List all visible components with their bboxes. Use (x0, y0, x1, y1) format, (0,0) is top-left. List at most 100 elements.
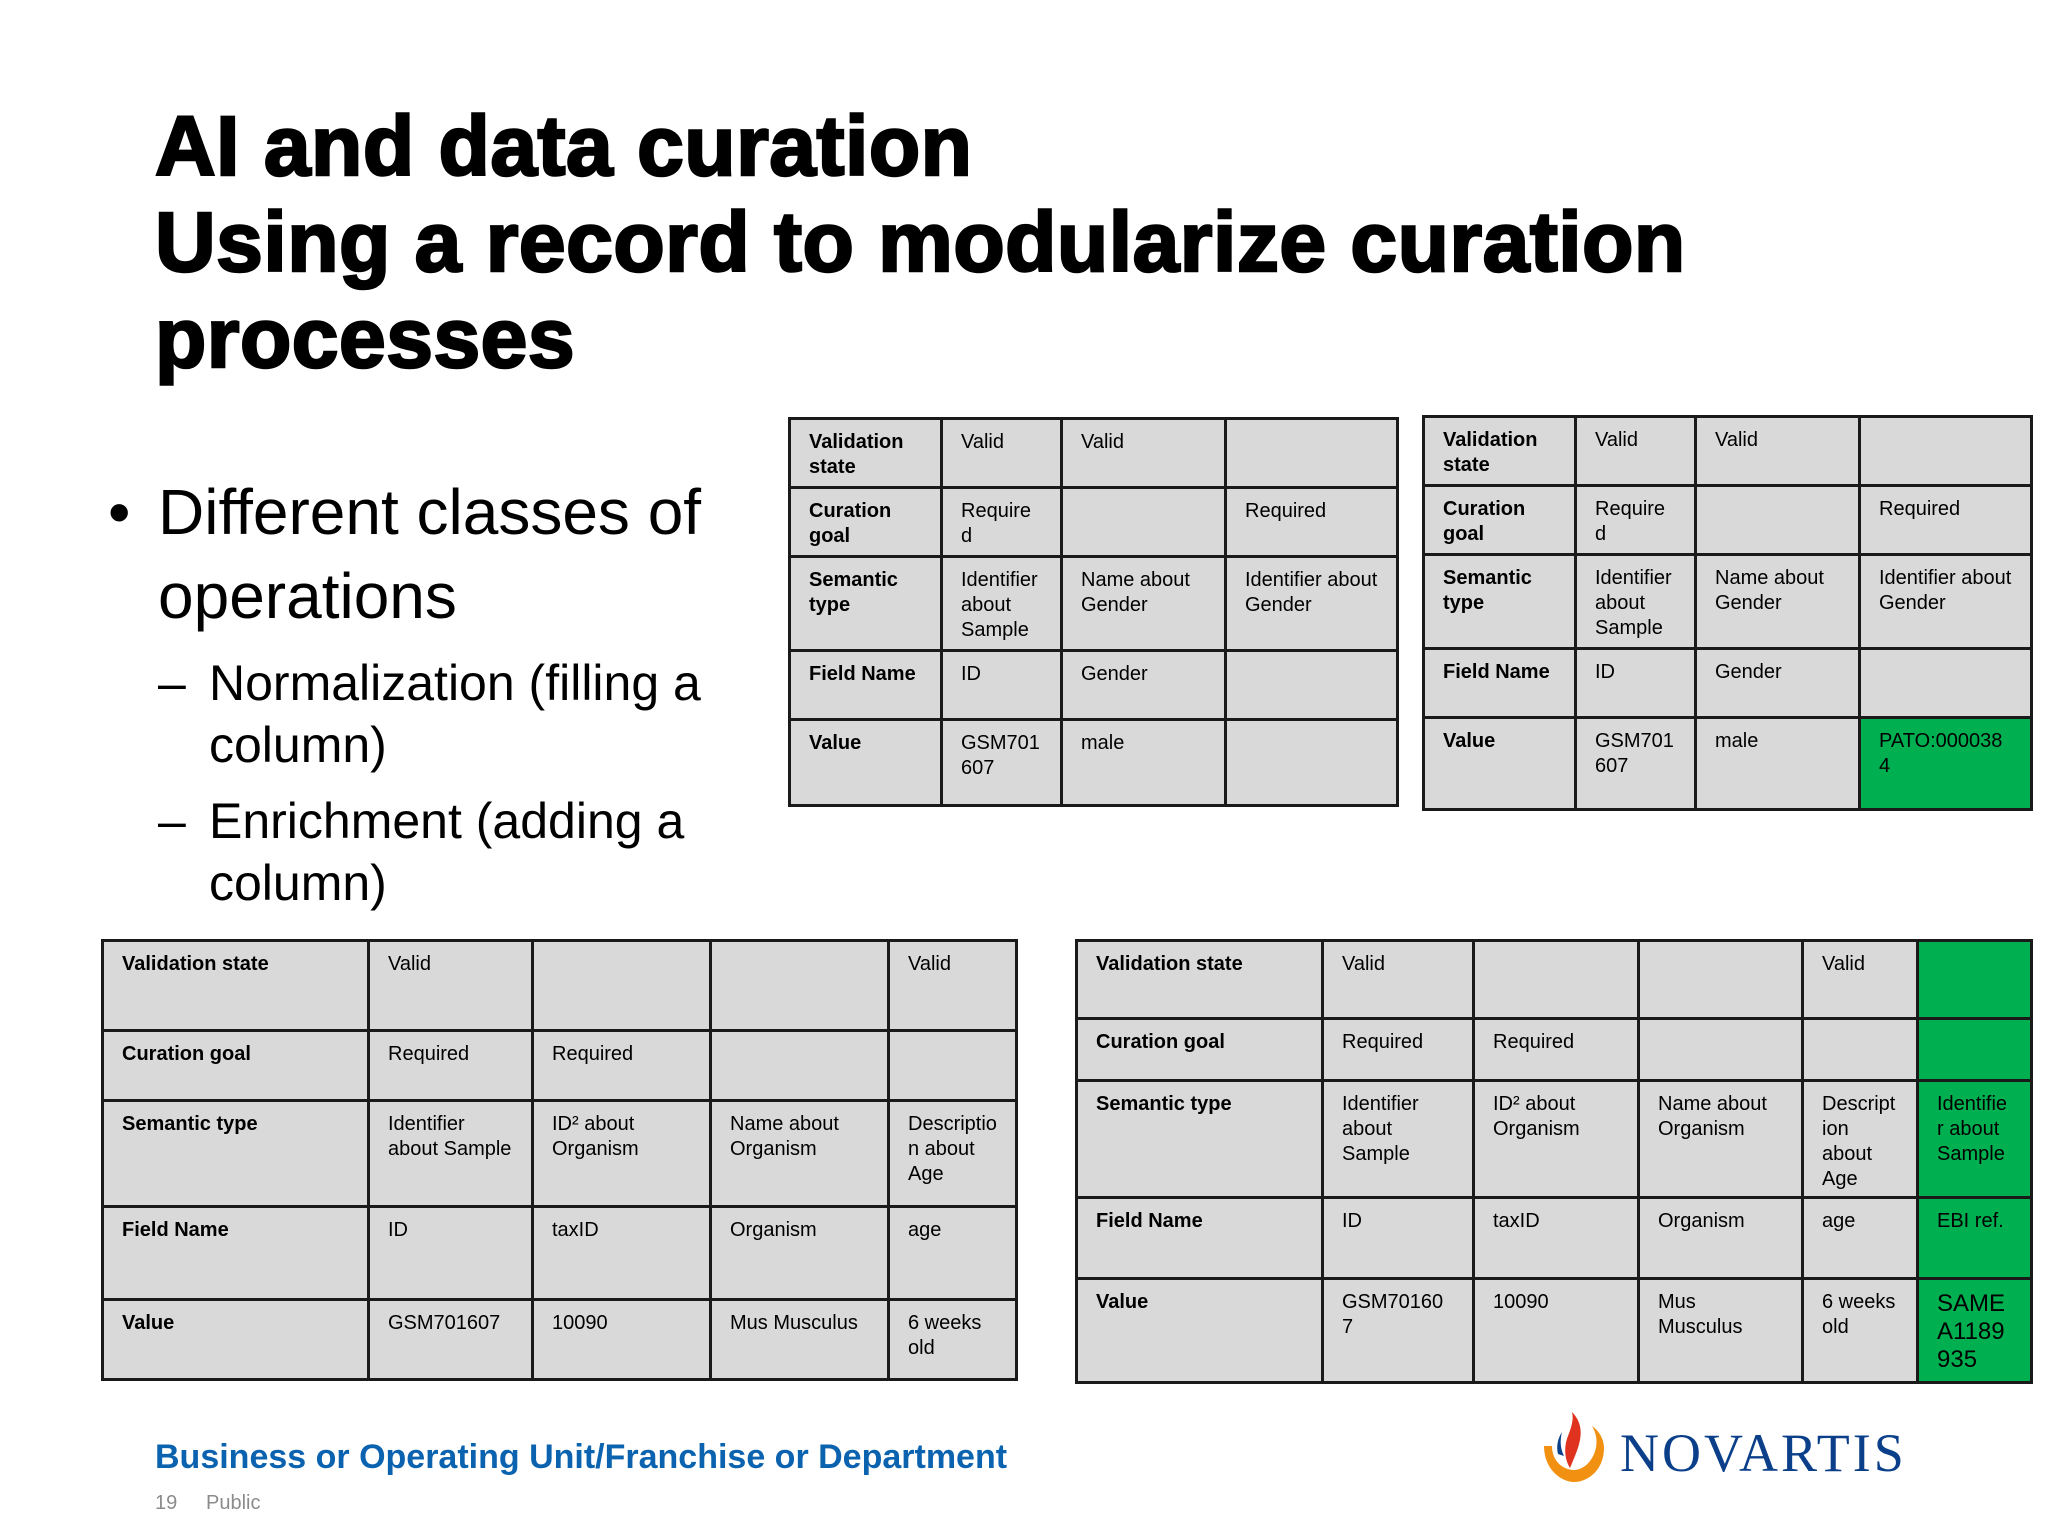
table-cell: Curation goal (101, 1029, 370, 1102)
table-cell: Curation goal (1075, 1017, 1324, 1082)
table-cell: Valid (887, 939, 1018, 1032)
table-cell: Description about Age (887, 1099, 1018, 1208)
table-cell: Semantic type (1422, 553, 1577, 650)
table-cell: Curation goal (788, 486, 943, 558)
table-cell: ID (940, 649, 1063, 721)
table-cell: Name about Organism (1637, 1079, 1804, 1199)
logo-wordmark: NOVARTIS (1620, 1423, 1907, 1483)
table-cell: Organism (709, 1205, 890, 1301)
table-cell (1637, 939, 1804, 1020)
table-cell: Valid (940, 417, 1063, 489)
table-cell: ID² about Organism (531, 1099, 712, 1208)
table-cell: age (887, 1205, 1018, 1301)
table-cell: Valid (1574, 415, 1697, 487)
table-cell: Identifier about Sample (1574, 553, 1697, 650)
table-cell: Name about Organism (709, 1099, 890, 1208)
classification-label: Public (206, 1492, 261, 1514)
table-cell: ID (367, 1205, 534, 1301)
table-cell: Description about Age (1801, 1079, 1919, 1199)
table-cell: Identifier about Gender (1858, 553, 2033, 650)
enriched-cell: Identifier about Sample (1916, 1079, 2033, 1199)
table-cell (1472, 939, 1640, 1020)
table-cell (709, 939, 890, 1032)
table-cell: Valid (367, 939, 534, 1032)
table-cell: Validation state (1075, 939, 1324, 1020)
table-cell: male (1694, 716, 1861, 811)
record-table-bottom-right: Validation state Valid Valid Curation go… (1075, 939, 2033, 1384)
table-cell: male (1060, 718, 1227, 807)
table-cell: Valid (1321, 939, 1475, 1020)
table-cell: 10090 (1472, 1277, 1640, 1384)
bullet-dot-icon: • (108, 476, 131, 548)
table-cell (1637, 1017, 1804, 1082)
table-cell: Required (367, 1029, 534, 1102)
flame-icon (1544, 1412, 1604, 1482)
table-cell: Validation state (101, 939, 370, 1032)
table-cell (1224, 649, 1399, 721)
title-line-3: processes (154, 290, 576, 387)
table-cell (531, 939, 712, 1032)
slide-title: AI and data curation Using a record to m… (154, 98, 2015, 387)
table-cell: age (1801, 1196, 1919, 1280)
table-cell: Field Name (788, 649, 943, 721)
table-cell: Name about Gender (1060, 555, 1227, 652)
record-table-top-left: Validation state Valid Valid Curation go… (788, 417, 1399, 807)
table-cell (1060, 486, 1227, 558)
table-cell: Field Name (101, 1205, 370, 1301)
table-cell: Required (940, 486, 1063, 558)
table-cell: Gender (1060, 649, 1227, 721)
table-cell: Semantic type (101, 1099, 370, 1208)
record-table-top-right: Validation state Valid Valid Curation go… (1422, 415, 2033, 811)
table-cell: Mus Musculus (709, 1298, 890, 1381)
table-cell: Identifier about Sample (367, 1099, 534, 1208)
table-cell: Identifier about Gender (1224, 555, 1399, 652)
sub-bullet-item: – Normalization (filling a column) (108, 652, 768, 776)
table-cell: Required (1858, 484, 2033, 556)
table-cell (1858, 647, 2033, 719)
table-cell: GSM701607 (1321, 1277, 1475, 1384)
table-cell (1858, 415, 2033, 487)
table-cell: ID² about Organism (1472, 1079, 1640, 1199)
table-cell: Valid (1060, 417, 1227, 489)
dash-icon: – (158, 793, 186, 849)
bullet-item: • Different classes of operations (108, 470, 768, 638)
table-cell: GSM701607 (1574, 716, 1697, 811)
sub-bullet-text: Enrichment (adding a column) (209, 793, 685, 911)
table-cell: 10090 (531, 1298, 712, 1381)
table-cell: Required (1224, 486, 1399, 558)
enriched-cell (1916, 939, 2033, 1020)
table-cell: ID (1574, 647, 1697, 719)
enriched-cell: EBI ref. (1916, 1196, 2033, 1280)
table-cell: Value (1075, 1277, 1324, 1384)
table-cell: GSM701607 (940, 718, 1063, 807)
table-cell: Value (788, 718, 943, 807)
dash-icon: – (158, 655, 186, 711)
table-cell (887, 1029, 1018, 1102)
table-cell (1224, 718, 1399, 807)
table-cell: taxID (1472, 1196, 1640, 1280)
table-cell: Curation goal (1422, 484, 1577, 556)
table-cell (709, 1029, 890, 1102)
table-cell: 6 weeks old (1801, 1277, 1919, 1384)
table-cell: ID (1321, 1196, 1475, 1280)
table-cell (1801, 1017, 1919, 1082)
table-cell: Validation state (788, 417, 943, 489)
footer-unit-label: Business or Operating Unit/Franchise or … (155, 1438, 1008, 1476)
title-line-2: Using a record to modularize curation (154, 194, 1687, 291)
table-cell: Required (1472, 1017, 1640, 1082)
table-cell (1694, 484, 1861, 556)
table-cell: Value (1422, 716, 1577, 811)
table-cell: Valid (1801, 939, 1919, 1020)
table-cell: GSM701607 (367, 1298, 534, 1381)
table-cell: Required (1574, 484, 1697, 556)
table-cell: Semantic type (1075, 1079, 1324, 1199)
table-cell: Identifier about Sample (1321, 1079, 1475, 1199)
novartis-logo: NOVARTIS (1534, 1408, 1914, 1488)
table-cell: Validation state (1422, 415, 1577, 487)
table-cell: Field Name (1422, 647, 1577, 719)
table-cell: Required (531, 1029, 712, 1102)
record-table-bottom-left: Validation state Valid Valid Curation go… (101, 939, 1018, 1381)
table-cell: Valid (1694, 415, 1861, 487)
bullet-list: • Different classes of operations – Norm… (108, 470, 768, 914)
table-cell: Mus Musculus (1637, 1277, 1804, 1384)
